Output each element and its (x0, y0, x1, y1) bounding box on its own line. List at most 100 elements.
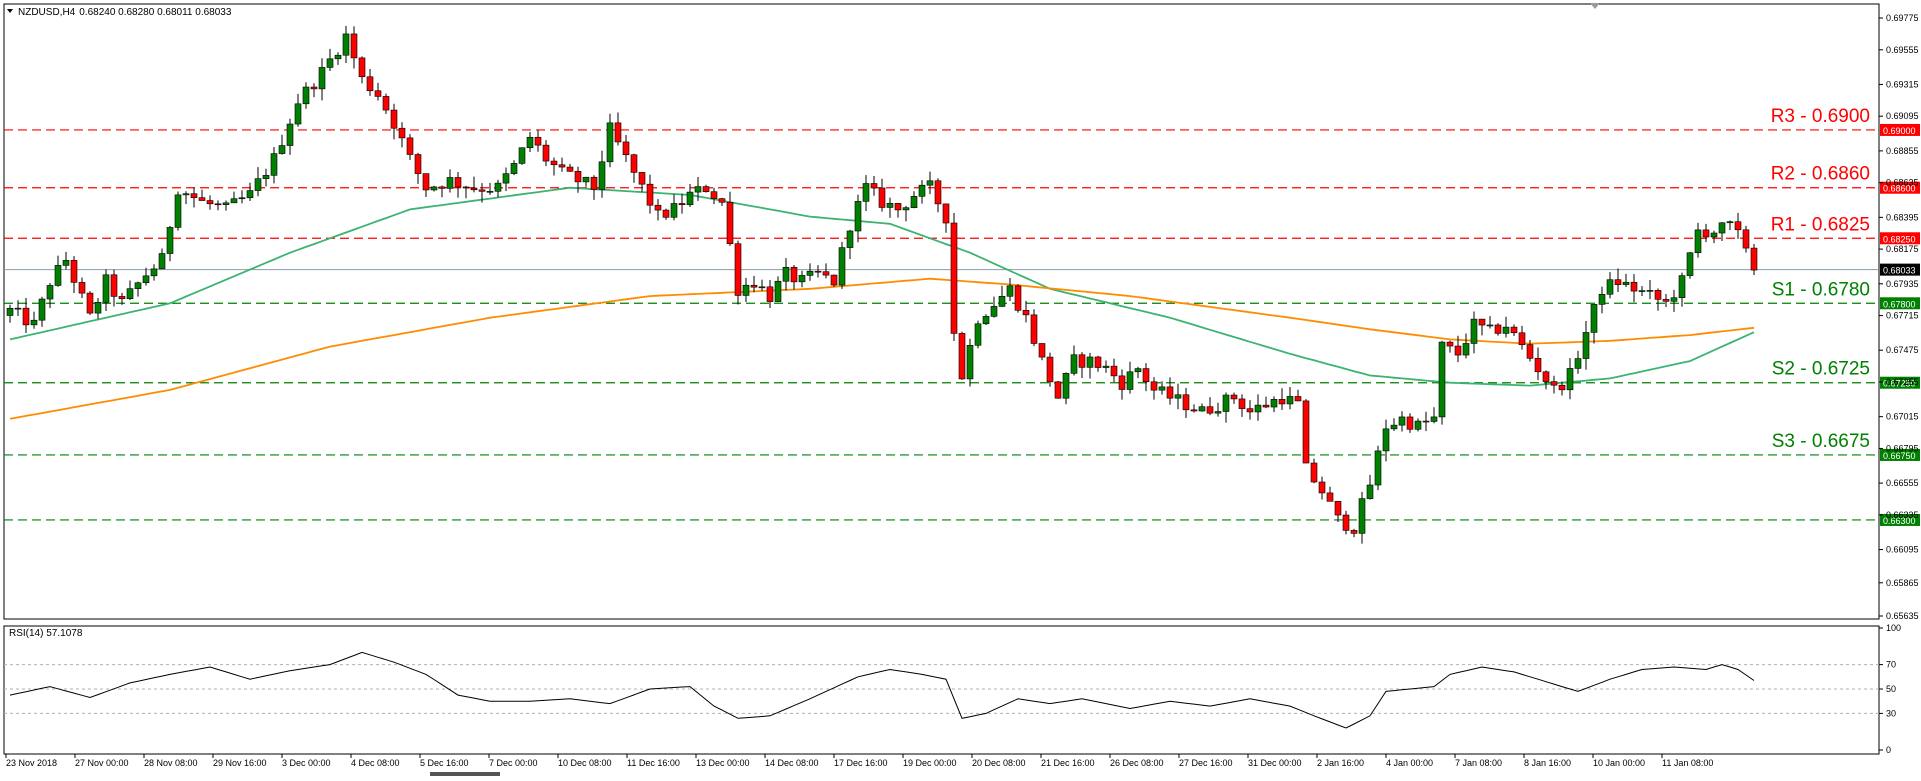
candle-body (1670, 297, 1678, 302)
candle (1294, 389, 1302, 402)
candle (262, 168, 270, 187)
price-tick-label: 0.69775 (1886, 13, 1919, 23)
candle (766, 280, 774, 308)
candle (902, 205, 910, 222)
candle (1502, 316, 1510, 338)
candle-body (70, 260, 78, 283)
candle-body (86, 292, 94, 314)
candle (1206, 397, 1214, 416)
candle-body (1478, 318, 1486, 326)
level-price-tag (1880, 513, 1920, 526)
candle (542, 140, 550, 167)
candle-body (910, 196, 918, 208)
candle (1254, 394, 1262, 421)
time-tick-label: 31 Dec 00:00 (1248, 758, 1302, 768)
scroll-marker-icon[interactable] (1590, 3, 1600, 9)
candle (102, 269, 110, 312)
candle (870, 176, 878, 196)
candle (1350, 528, 1358, 538)
price-tick-label: 0.68635 (1886, 178, 1919, 188)
candle-body (54, 265, 62, 286)
candle (1670, 289, 1678, 312)
candle-body (854, 201, 862, 232)
candle (1550, 375, 1558, 394)
candle-body (78, 282, 86, 294)
candle (918, 180, 926, 204)
candle-body (662, 209, 670, 218)
candle-body (1270, 399, 1278, 408)
candle-body (598, 161, 606, 190)
time-tick-label: 26 Dec 08:00 (1110, 758, 1164, 768)
candle-body (1062, 373, 1070, 399)
time-tick-label: 13 Dec 00:00 (696, 758, 750, 768)
rsi-panel-frame (3, 625, 1880, 755)
candle-body (1302, 400, 1310, 464)
level-label: S3 - 0.6675 (1772, 431, 1870, 452)
candle-body (214, 203, 222, 206)
main-panel-frame (3, 3, 1880, 620)
candle-body (1606, 279, 1614, 295)
candle (1038, 343, 1046, 361)
candle-body (1406, 416, 1414, 430)
candle-body (1326, 492, 1334, 502)
candle-body (1422, 420, 1430, 423)
candle-body (694, 186, 702, 193)
candle-body (390, 109, 398, 129)
candle (1542, 370, 1550, 390)
candle-body (806, 270, 814, 276)
candle-body (638, 172, 646, 185)
candle-body (1022, 310, 1030, 316)
candle (1582, 321, 1590, 370)
horizontal-scrollbar[interactable] (430, 772, 500, 776)
candle (598, 150, 606, 198)
rsi-tick-label: 50 (1886, 684, 1896, 694)
candle-body (566, 166, 574, 172)
level-price-tag-label: 0.68600 (1883, 184, 1916, 194)
time-tick-label: 23 Nov 2018 (6, 758, 57, 768)
candle-body (1390, 424, 1398, 430)
candle-body (246, 190, 254, 199)
candle (1238, 394, 1246, 417)
chart-dropdown-icon[interactable] (7, 9, 13, 13)
price-tick-label: 0.65635 (1886, 611, 1919, 621)
candle-body (110, 274, 118, 297)
level-label: S2 - 0.6725 (1772, 359, 1870, 380)
candle-body (398, 127, 406, 139)
time-tick-label: 27 Nov 00:00 (75, 758, 129, 768)
candle-body (1046, 356, 1054, 383)
candle-body (30, 319, 38, 326)
candle (1190, 404, 1198, 413)
price-tick-label: 0.67015 (1886, 412, 1919, 422)
level-price-tag (1880, 181, 1920, 194)
time-tick-label: 11 Jan 08:00 (1662, 758, 1713, 768)
candle-body (462, 186, 470, 189)
candle (1118, 369, 1126, 400)
candle (1414, 418, 1422, 432)
candle (806, 263, 814, 281)
candle-body (166, 227, 174, 254)
candle-body (982, 316, 990, 325)
candle-body (430, 186, 438, 191)
level-price-tag-label: 0.67250 (1883, 379, 1916, 389)
candle-body (830, 274, 838, 286)
candle (822, 263, 830, 279)
candle (1126, 361, 1134, 394)
slow-moving-average-line (9, 277, 1755, 420)
candle (774, 276, 782, 303)
candle-body (838, 247, 846, 286)
candle (638, 172, 646, 192)
candle (1086, 352, 1094, 379)
candle (1214, 402, 1222, 417)
candle-body (126, 288, 134, 299)
candle-body (1750, 247, 1758, 271)
time-tick-label: 17 Dec 16:00 (834, 758, 888, 768)
candle-body (310, 86, 318, 90)
candle (1646, 279, 1654, 300)
candle-body (46, 285, 54, 300)
candle (1630, 274, 1638, 303)
candle (1222, 392, 1230, 423)
candle-body (1190, 409, 1198, 412)
price-tick-label: 0.69315 (1886, 79, 1919, 89)
candle (334, 52, 342, 65)
candle (118, 292, 126, 305)
